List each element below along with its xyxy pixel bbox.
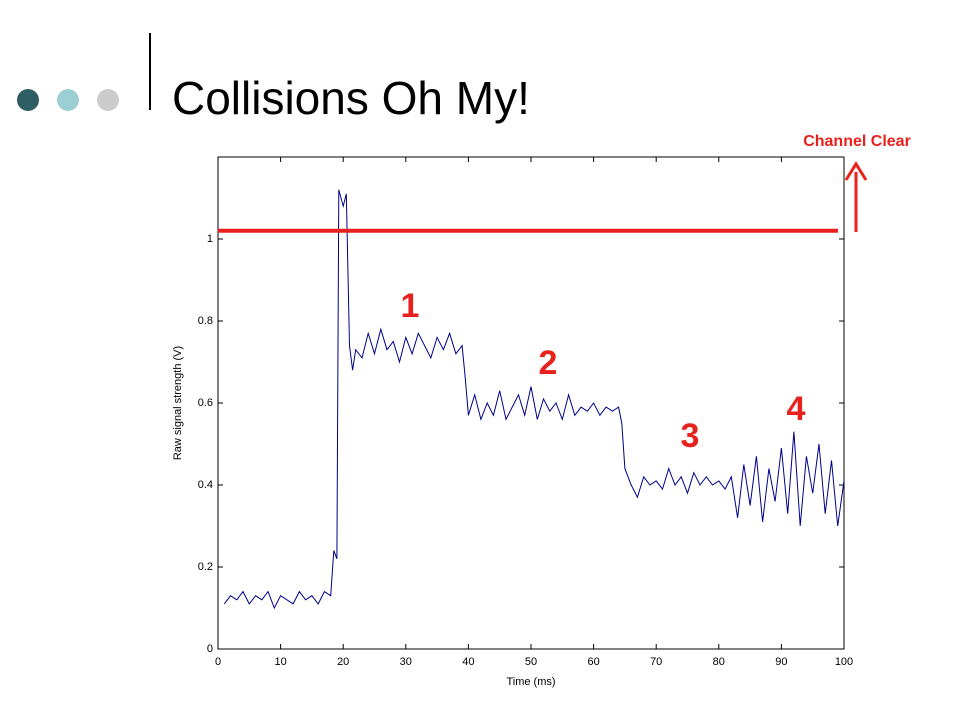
x-tick-label: 100 (835, 656, 853, 668)
decor-dot (97, 89, 119, 111)
y-tick-label: 1 (207, 233, 213, 245)
x-axis-label: Time (ms) (506, 676, 555, 688)
slide-title: Collisions Oh My! (172, 72, 530, 124)
x-tick-label: 10 (274, 656, 286, 668)
x-tick-label: 80 (713, 656, 725, 668)
y-tick-label: 0.6 (198, 397, 213, 409)
x-tick-label: 30 (400, 656, 412, 668)
y-tick-label: 0.8 (198, 315, 213, 327)
y-tick-label: 0 (207, 643, 213, 655)
x-tick-label: 90 (775, 656, 787, 668)
threshold-label: Channel Clear (803, 133, 911, 150)
annotation: 1 (401, 287, 420, 325)
x-tick-label: 70 (650, 656, 662, 668)
signal-line (223, 189, 845, 610)
y-tick-label: 0.4 (198, 479, 213, 491)
y-axis-label: Raw signal strength (V) (172, 346, 184, 460)
annotation: 3 (681, 417, 700, 455)
y-tick-label: 0.2 (198, 561, 213, 573)
x-tick-label: 50 (525, 656, 537, 668)
decor-dot (57, 89, 79, 111)
x-tick-label: 20 (337, 656, 349, 668)
arrow-head (844, 161, 868, 181)
annotation: 4 (787, 390, 806, 428)
decor-dot (17, 89, 39, 111)
x-tick-label: 0 (215, 656, 221, 668)
x-tick-label: 40 (462, 656, 474, 668)
x-tick-label: 60 (587, 656, 599, 668)
annotation: 2 (539, 344, 558, 382)
